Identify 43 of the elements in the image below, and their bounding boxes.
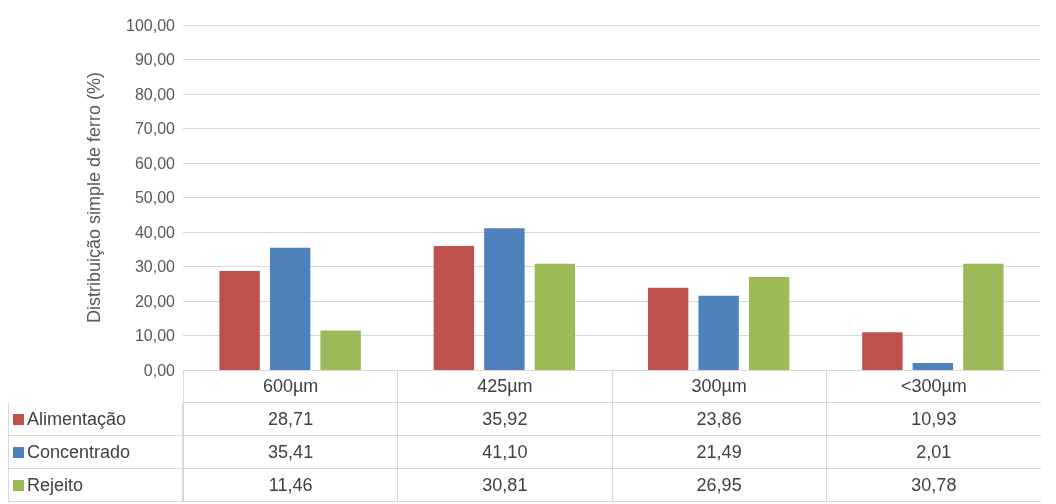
y-tick-label: 40,00 xyxy=(134,223,176,241)
data-label: 23,86 xyxy=(611,403,826,436)
bar xyxy=(269,247,311,370)
y-tick-label: 50,00 xyxy=(134,189,176,206)
data-label: 26,95 xyxy=(611,469,826,502)
data-label: 10,93 xyxy=(825,403,1041,436)
data-label: 28,71 xyxy=(183,403,398,436)
x-tick-label: 600µm xyxy=(183,370,398,403)
y-tick-label: 70,00 xyxy=(134,120,176,137)
y-axis-title: Distribuição simple de ferro (%) xyxy=(84,71,104,324)
bar xyxy=(219,270,260,370)
y-tick-label: 30,00 xyxy=(134,258,176,275)
bar xyxy=(320,330,361,370)
y-tick-label: 80,00 xyxy=(134,85,176,103)
data-label: 41,10 xyxy=(397,436,612,469)
bar xyxy=(862,332,903,370)
bar xyxy=(484,228,525,370)
data-label: 11,46 xyxy=(183,469,398,502)
x-tick-label: 300µm xyxy=(611,370,826,403)
data-label: 35,92 xyxy=(397,403,612,436)
y-tick-label: 20,00 xyxy=(134,292,176,310)
bar xyxy=(698,295,739,370)
legend-label: Rejeito xyxy=(27,474,84,496)
data-label: 30,78 xyxy=(825,469,1041,502)
data-label: 2,01 xyxy=(825,436,1041,469)
bar xyxy=(963,263,1004,370)
bar xyxy=(647,287,689,370)
data-label: 21,49 xyxy=(611,436,826,469)
x-tick-label: 425µm xyxy=(397,370,612,403)
data-label: 30,81 xyxy=(397,469,612,502)
legend-label: Alimentação xyxy=(27,408,127,430)
bar xyxy=(433,246,475,370)
data-label: 35,41 xyxy=(183,436,398,469)
y-tick-label: 100,00 xyxy=(126,16,176,34)
bar xyxy=(534,263,576,370)
y-tick-label: 60,00 xyxy=(134,154,176,172)
y-tick-label: 90,00 xyxy=(134,51,176,68)
y-tick-label: 0,00 xyxy=(143,361,176,379)
y-tick-label: 10,00 xyxy=(134,327,176,344)
x-tick-label: <300µm xyxy=(825,370,1041,403)
bar xyxy=(912,363,954,370)
bar xyxy=(748,277,790,370)
legend-label: Concentrado xyxy=(27,441,131,463)
